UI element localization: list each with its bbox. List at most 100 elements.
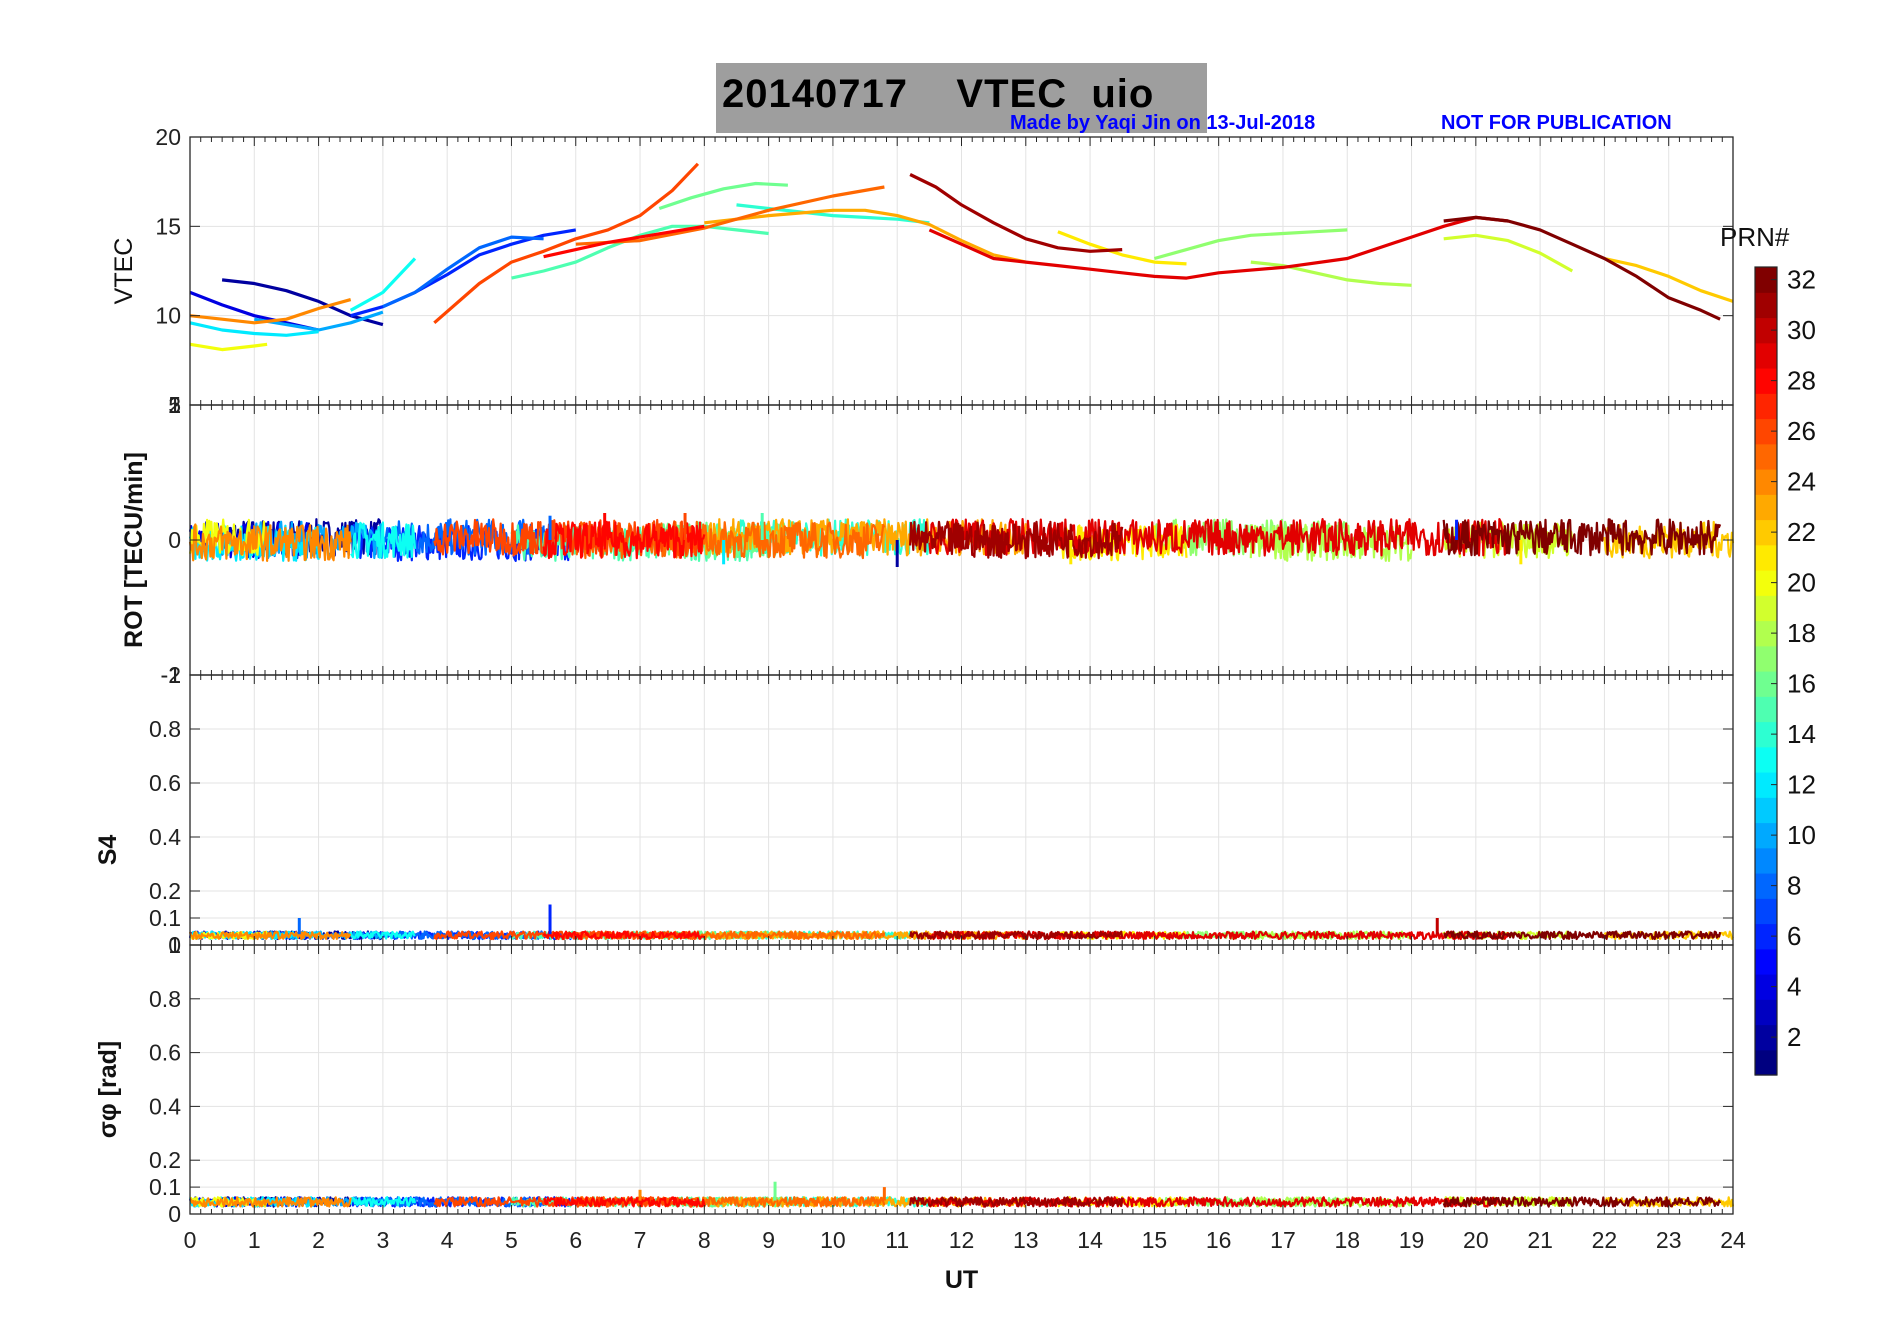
x-tick-label: 7 [634,1227,647,1253]
y-tick-label: 0.1 [149,905,181,931]
sigma_phi-trace-prn28 [543,1196,706,1208]
colorbar-swatch [1755,847,1777,874]
colorbar-tick-label: 6 [1787,921,1801,951]
y-tick-label: 0.4 [149,824,181,850]
x-tick-label: 20 [1463,1227,1489,1253]
colorbar-swatch [1755,772,1777,798]
sigma_phi-trace-prn32 [1442,1196,1722,1208]
s4-trace-prn24 [188,930,352,941]
colorbar-swatch [1755,267,1777,293]
rot-trace-prn25 [574,520,886,560]
colorbar-tick-label: 2 [1787,1022,1801,1052]
vtec-series-prn13 [349,257,417,312]
vtec-series-prn14 [736,203,930,225]
sigma_phi-trace-prn31 [909,1196,1124,1208]
colorbar-swatch [1755,620,1777,647]
sigma_phi-trace-prn29 [928,1196,1510,1208]
colorbar-swatch [1755,1024,1777,1051]
vtec-series-prn22 [1604,256,1734,303]
colorbar-tick-label: 20 [1787,568,1816,598]
colorbar-swatch [1755,342,1777,369]
y-tick-label: 0 [168,1201,181,1227]
data-vtec [189,162,1734,352]
rot-trace-prn24 [188,523,352,563]
y-tick-label-overlap: 5 [168,392,181,418]
x-tick-label: 14 [1077,1227,1103,1253]
vtec-series-prn23 [704,208,1027,264]
colorbar-swatch [1755,746,1777,773]
vtec-series-prn29 [928,215,1509,280]
y-axis-label: ROT [TECU/min] [120,452,148,648]
colorbar-swatch [1755,696,1777,723]
y-tick-label: 0.2 [149,1147,181,1173]
vtec-series-prn16 [658,181,788,211]
y-tick-label-overlap: -2 [161,662,181,688]
x-tick-label: 9 [762,1227,775,1253]
vtec-series-prn18 [1250,260,1412,287]
colorbar-frame [1754,266,1778,1076]
x-tick-label: 0 [184,1227,197,1253]
rot-trace-prn31 [909,520,1124,560]
x-tick-label: 3 [376,1227,389,1253]
y-tick-label: 15 [155,213,181,239]
y-tick-label: 20 [155,124,181,150]
vtec-series-prn20 [189,342,268,352]
colorbar-tick-label: 32 [1787,265,1816,295]
colorbar-swatch [1755,494,1777,521]
colorbar-swatch [1755,544,1777,571]
colorbar-swatch [1755,317,1777,344]
colorbar-tick-label: 8 [1787,871,1801,901]
x-tick-label: 2 [312,1227,325,1253]
colorbar-tick-label: 24 [1787,467,1816,497]
vtec-series-prn10 [254,310,384,332]
y-tick-label: 0 [168,527,181,553]
title-product: VTEC [956,72,1068,116]
colorbar-swatch [1755,822,1777,849]
y-tick-label: 0.6 [149,1040,181,1066]
vtec-series-prn19 [1443,233,1574,273]
colorbar-tick-label: 30 [1787,315,1816,345]
vtec-series-prn24 [189,298,352,325]
colorbar-swatch [1755,393,1777,420]
colorbar-swatch [1755,570,1777,596]
colorbar-swatch [1755,873,1777,899]
y-tick-label: 1 [168,932,181,958]
data-rot [188,513,1735,567]
x-tick-label: 21 [1527,1227,1553,1253]
y-tick-label: 10 [155,303,181,329]
rot-trace-prn28 [542,520,706,560]
s4-trace-prn32 [1443,930,1722,941]
y-tick-label: 0.8 [149,986,181,1012]
y-tick-label: 1 [168,392,181,418]
panel-vtec: 10 15 20 5 VTEC [110,124,1734,418]
s4-trace-prn13 [349,930,416,940]
x-tick-label: 10 [820,1227,846,1253]
colorbar-tick-label: 10 [1787,820,1816,850]
data-s4 [188,904,1734,941]
colorbar-swatch [1755,923,1777,950]
x-tick-label: 13 [1013,1227,1039,1253]
colorbar-swatch [1755,1049,1777,1076]
x-tick-label: 22 [1592,1227,1618,1253]
x-tick-label: 16 [1206,1227,1232,1253]
y-tick-label: 1 [168,662,181,688]
vtec-series-prn17 [1153,228,1348,261]
x-tick-label: 17 [1270,1227,1296,1253]
rot-trace-prn26 [433,518,699,557]
x-tick-label: 1 [248,1227,261,1253]
y-tick-label: 0.6 [149,770,181,796]
colorbar-swatch [1755,999,1777,1026]
vtec-series-prn26 [433,162,700,325]
title-station: uio [1091,72,1155,116]
colorbar-swatch [1755,443,1777,470]
colorbar-swatch [1755,519,1777,546]
y-axis-label: σφ [rad] [94,1041,122,1139]
y-tick-label: 0.8 [149,716,181,742]
y-tick-label: 0.4 [149,1093,181,1119]
y-tick-label-overlap: 2 [168,392,181,418]
colorbar-swatch [1755,974,1777,1000]
figure-title: 20140717 VTEC uio [722,72,1154,117]
y-tick-label: 0 [168,932,181,958]
